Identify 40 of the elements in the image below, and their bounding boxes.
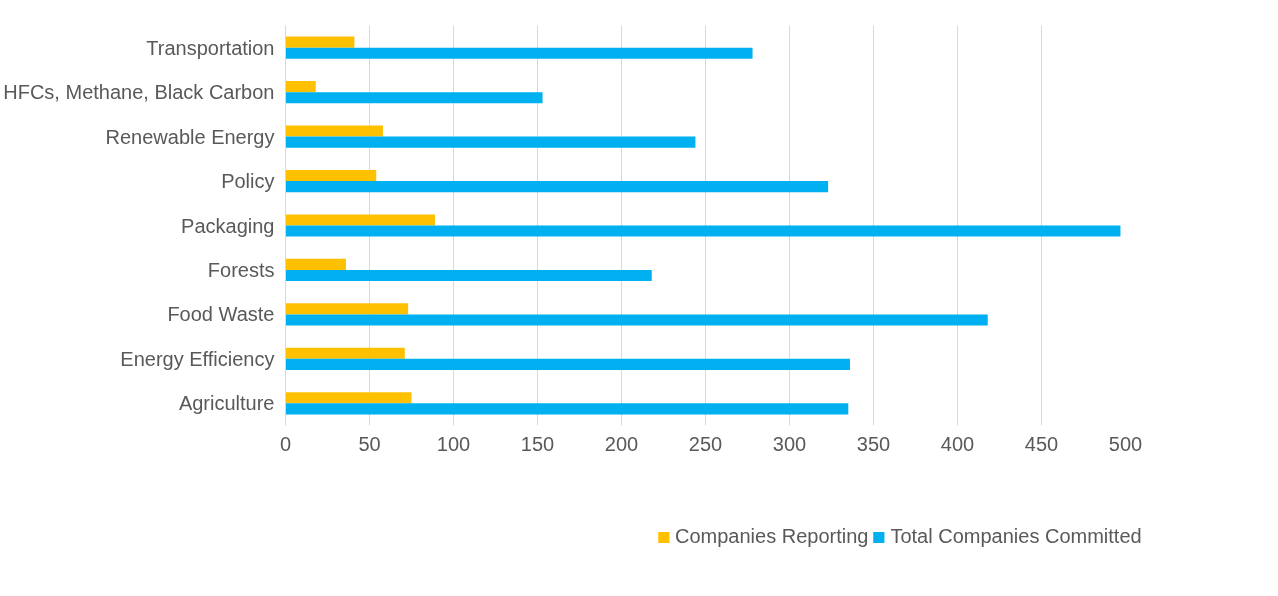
bar [285,214,436,226]
bar [285,136,696,148]
x-tick-label: 400 [940,432,975,455]
x-tick-label: 350 [856,432,891,455]
y-tick-label: Energy Efficiency [120,347,275,370]
bar [285,392,412,404]
bar [285,125,383,137]
bar [285,92,543,104]
bar [285,36,355,48]
y-tick-label: Renewable Energy [105,125,275,148]
bar [285,269,652,282]
x-tick-label: 300 [772,432,807,455]
legend-label: Total Companies Committed [890,525,1142,548]
bar [285,169,377,182]
x-tick-label: 500 [1108,432,1143,455]
y-tick-label: Food Waste [167,303,275,326]
bar [285,403,849,415]
bar [285,181,829,193]
x-tick-label: 50 [358,432,381,455]
bar [285,225,1121,237]
x-tick-label: 450 [1024,432,1059,455]
y-tick-label: HFCs, Methane, Black Carbon [3,81,275,104]
y-tick-label: Policy [221,170,275,193]
x-tick-label: 250 [688,432,723,455]
x-tick-label: 150 [520,432,555,455]
bar [285,347,405,359]
y-tick-label: Agriculture [178,392,275,415]
x-tick-label: 200 [604,432,639,455]
bar [285,81,316,93]
y-tick-label: Packaging [181,214,275,237]
y-tick-label: Forests [207,258,275,281]
x-tick-label: 100 [436,432,471,455]
x-tick-label: 0 [279,432,292,455]
bar [285,47,753,59]
bar [285,303,409,315]
bar [285,314,988,326]
bar [285,258,346,270]
y-tick-label: Transportation [146,36,275,59]
legend-label: Companies Reporting [675,525,869,548]
bar [285,358,850,370]
